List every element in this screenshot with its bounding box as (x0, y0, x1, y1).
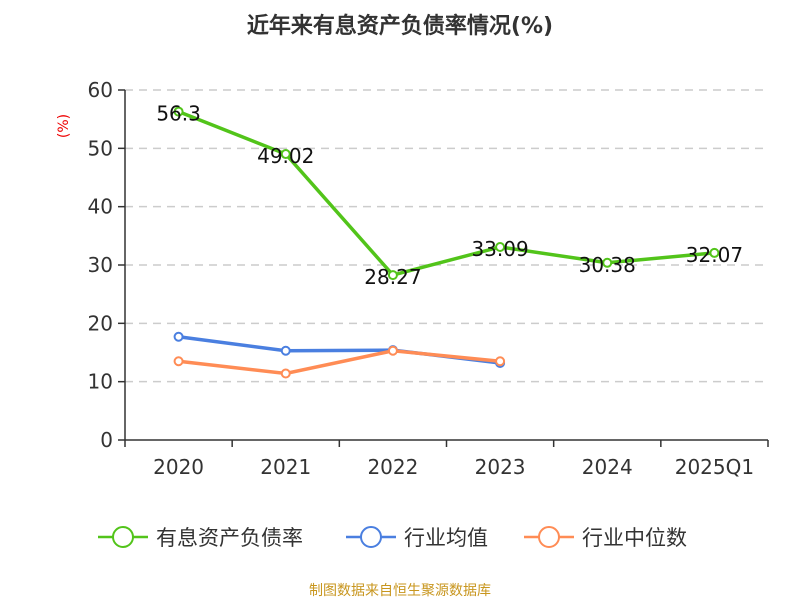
data-point (602, 257, 613, 268)
data-point (280, 149, 291, 160)
data-label: 32.07 (686, 243, 743, 267)
data-point (387, 270, 398, 281)
series-line (178, 335, 501, 365)
data-label: 56.3 (156, 102, 201, 126)
x-tick-label: 2022 (367, 455, 418, 479)
y-tick-label: 60 (88, 78, 113, 102)
y-tick-label: 0 (100, 428, 113, 452)
x-tick-label: 2021 (260, 455, 311, 479)
y-tick-label: 30 (88, 253, 113, 277)
chart-title: 近年来有息资产负债率情况(%) (247, 13, 553, 39)
data-point (280, 345, 291, 356)
y-axis-label: (%) (56, 114, 72, 138)
y-tick-label: 40 (88, 195, 113, 219)
legend-label: 有息资产负债率 (156, 526, 303, 550)
data-label: 28.27 (364, 265, 421, 289)
data-point (173, 356, 184, 367)
data-point (173, 106, 184, 117)
data-label: 49.02 (257, 144, 314, 168)
y-tick-label: 20 (88, 311, 113, 335)
data-point (280, 368, 291, 379)
x-tick-label: 2024 (582, 455, 633, 479)
x-tick-label: 2020 (153, 455, 204, 479)
x-tick-label: 2025Q1 (675, 455, 754, 479)
data-point (495, 241, 506, 252)
x-tick-label: 2023 (475, 455, 526, 479)
data-label: 33.09 (471, 237, 528, 261)
data-label: 30.38 (579, 253, 636, 277)
y-tick-label: 50 (88, 136, 113, 160)
y-tick-label: 10 (88, 370, 113, 394)
source-note: 制图数据来自恒生聚源数据库 (309, 583, 491, 599)
legend-marker (112, 526, 134, 548)
data-point (709, 247, 720, 258)
legend-label: 行业均值 (404, 526, 488, 550)
series-line (178, 348, 501, 376)
data-point (495, 356, 506, 367)
legend-label: 行业中位数 (582, 526, 687, 550)
data-point (387, 345, 398, 356)
legend-marker (538, 526, 560, 548)
legend-marker (360, 526, 382, 548)
data-point (173, 331, 184, 342)
series-line (177, 109, 715, 278)
